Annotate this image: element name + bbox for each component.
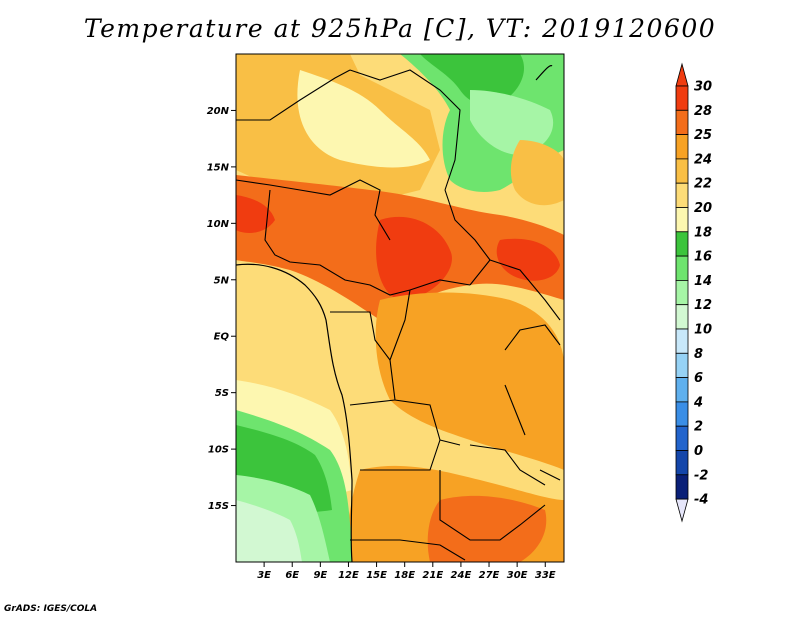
colorbar-label: 10 bbox=[694, 323, 712, 338]
lat-tick-label: 15N bbox=[207, 162, 230, 173]
colorbar-segment bbox=[675, 231, 689, 257]
colorbar-segment bbox=[675, 207, 689, 233]
colorbar-label: 14 bbox=[694, 274, 712, 289]
grads-credit: GrADS: IGES/COLA bbox=[4, 604, 98, 614]
colorbar-segment bbox=[675, 279, 689, 306]
colorbar-label: 24 bbox=[694, 152, 712, 167]
lat-tick-label: EQ bbox=[214, 332, 230, 343]
colorbar-segment bbox=[675, 109, 689, 136]
colorbar-label: 20 bbox=[694, 201, 712, 216]
colorbar-label: 0 bbox=[694, 444, 703, 459]
lon-tick-label: 24E bbox=[451, 570, 472, 581]
colorbar-label: 18 bbox=[694, 225, 712, 240]
lon-tick-label: 18E bbox=[394, 570, 415, 581]
chart-title: Temperature at 925hPa [C], VT: 201912060… bbox=[83, 14, 717, 43]
colorbar-segment bbox=[675, 401, 689, 427]
colorbar-label: -4 bbox=[694, 493, 708, 508]
colorbar-label: 12 bbox=[694, 298, 712, 313]
lon-tick-label: 12E bbox=[338, 570, 359, 581]
lat-tick-label: 10N bbox=[207, 219, 230, 230]
colorbar-segment bbox=[675, 474, 689, 500]
colorbar-segment bbox=[675, 425, 689, 451]
temperature-field bbox=[236, 54, 564, 562]
lon-tick-label: 27E bbox=[479, 570, 500, 581]
colorbar-segment bbox=[675, 85, 689, 111]
colorbar-label: 2 bbox=[694, 420, 703, 435]
colorbar-segment bbox=[675, 255, 689, 281]
colorbar-label: 22 bbox=[694, 177, 712, 192]
colorbar-segment bbox=[675, 450, 689, 476]
colorbar-label: 25 bbox=[694, 128, 712, 143]
colorbar-segment bbox=[675, 304, 689, 330]
lon-tick-label: 9E bbox=[313, 570, 327, 581]
coastline bbox=[235, 65, 553, 563]
colorbar-label: 6 bbox=[694, 371, 703, 386]
colorbar-segment bbox=[675, 328, 689, 354]
colorbar-segment bbox=[675, 377, 689, 403]
colorbar-label: 28 bbox=[694, 104, 712, 119]
country-borders bbox=[235, 69, 561, 561]
lon-tick-label: 30E bbox=[507, 570, 528, 581]
lon-tick-label: 15E bbox=[366, 570, 387, 581]
colorbar-segment bbox=[675, 158, 689, 184]
colorbar-bottom-arrow bbox=[675, 498, 689, 523]
lat-tick-label: 20N bbox=[207, 106, 230, 117]
colorbar-segment bbox=[675, 134, 689, 160]
lon-tick-label: 33E bbox=[535, 570, 556, 581]
colorbar-label: 8 bbox=[694, 347, 703, 362]
colorbar-label: 30 bbox=[694, 80, 712, 95]
lon-tick-label: 21E bbox=[422, 570, 443, 581]
lat-tick-label: 15S bbox=[208, 501, 229, 512]
colorbar-segment bbox=[675, 352, 689, 378]
colorbar-top-arrow bbox=[675, 62, 689, 87]
colorbar-label: 16 bbox=[694, 250, 712, 265]
colorbar-segment bbox=[675, 182, 689, 208]
latitude-axis: 20N 15N 10N 5N EQ 5S 10S 15S bbox=[207, 106, 236, 512]
colorbar-label: 4 bbox=[693, 395, 703, 410]
lon-tick-label: 3E bbox=[257, 570, 271, 581]
colorbar-label: -2 bbox=[694, 468, 708, 483]
lon-tick-label: 6E bbox=[285, 570, 299, 581]
plot-frame bbox=[235, 53, 565, 563]
lat-tick-label: 5N bbox=[214, 275, 230, 286]
longitude-axis: 3E 6E 9E 12E 15E 18E 21E 24E 27E 30E 33E bbox=[257, 562, 556, 581]
lat-tick-label: 10S bbox=[208, 445, 229, 456]
lat-tick-label: 5S bbox=[215, 388, 229, 399]
